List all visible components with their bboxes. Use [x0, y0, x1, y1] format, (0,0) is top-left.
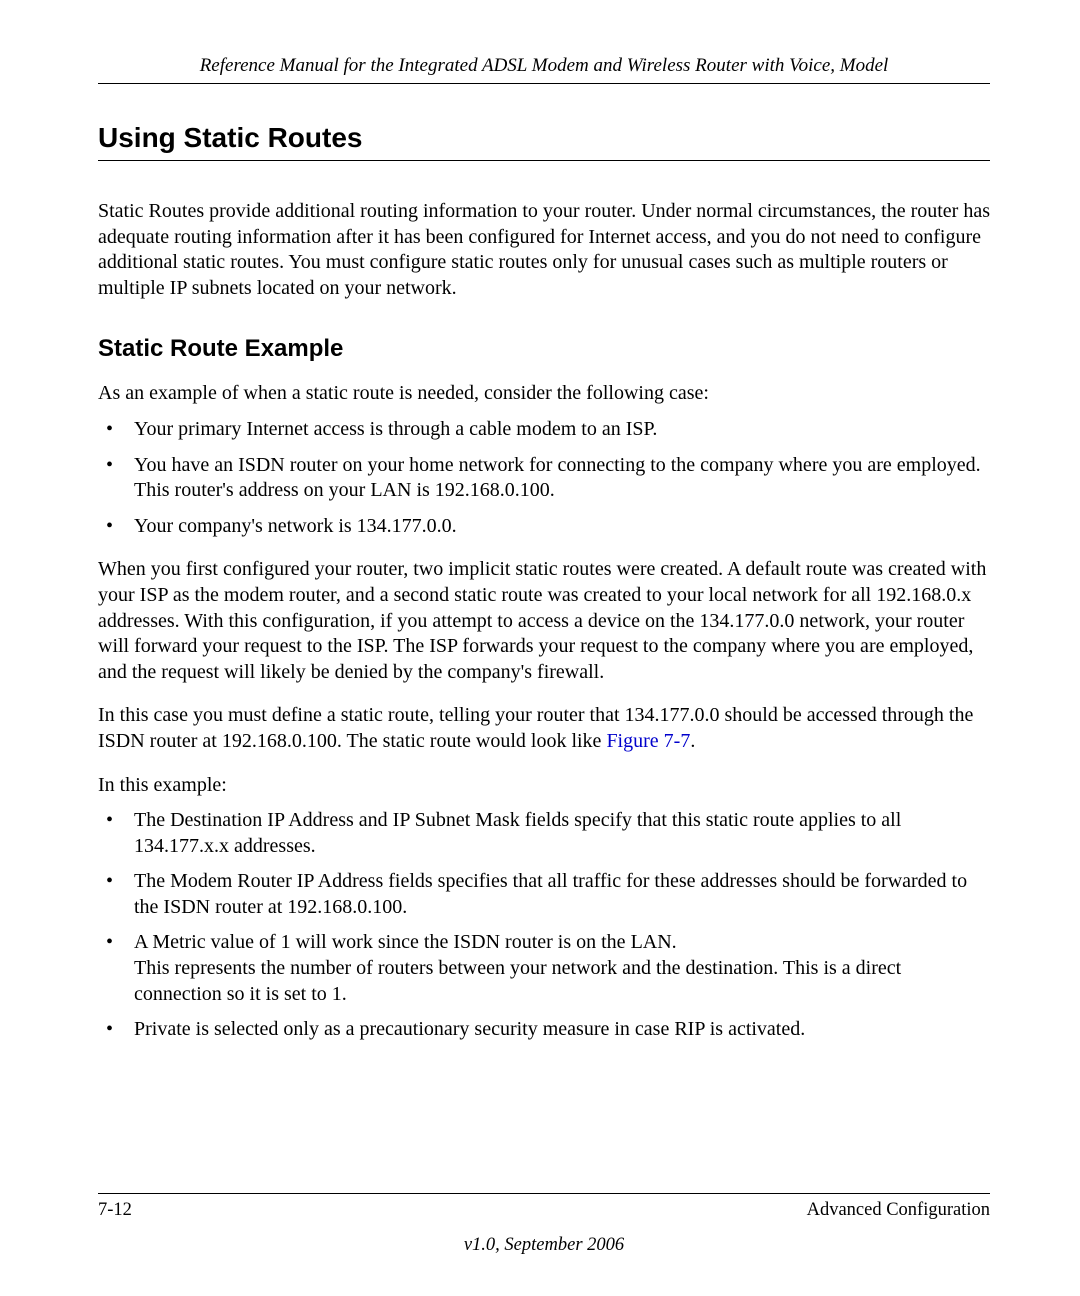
subsection-lead: As an example of when a static route is … — [98, 381, 990, 407]
list-item: Your company's network is 134.177.0.0. — [98, 514, 990, 540]
page-number: 7-12 — [98, 1200, 132, 1221]
body-paragraph-figref: In this case you must define a static ro… — [98, 703, 990, 754]
bullet-list-2: The Destination IP Address and IP Subnet… — [98, 808, 990, 1043]
page-footer: 7-12 Advanced Configuration v1.0, Septem… — [98, 1193, 990, 1256]
section-title: Using Static Routes — [98, 122, 990, 161]
list-item: You have an ISDN router on your home net… — [98, 453, 990, 504]
section-intro: Static Routes provide additional routing… — [98, 199, 990, 301]
subsection-title: Static Route Example — [98, 335, 990, 363]
running-header: Reference Manual for the Integrated ADSL… — [98, 55, 990, 84]
chapter-name: Advanced Configuration — [807, 1200, 990, 1221]
para3-pre: In this case you must define a static ro… — [98, 704, 973, 752]
list-item: Your primary Internet access is through … — [98, 417, 990, 443]
list-item: The Modem Router IP Address fields speci… — [98, 869, 990, 920]
list-item: The Destination IP Address and IP Subnet… — [98, 808, 990, 859]
body-paragraph: When you first configured your router, t… — [98, 557, 990, 685]
list-item: A Metric value of 1 will work since the … — [98, 930, 990, 1007]
figure-link[interactable]: Figure 7-7 — [606, 730, 690, 752]
bullet-list-1: Your primary Internet access is through … — [98, 417, 990, 539]
footer-rule — [98, 1193, 990, 1194]
body-paragraph: In this example: — [98, 773, 990, 799]
footer-version: v1.0, September 2006 — [98, 1235, 990, 1256]
document-page: Reference Manual for the Integrated ADSL… — [0, 0, 1080, 1296]
list-item: Private is selected only as a precaution… — [98, 1017, 990, 1043]
footer-row: 7-12 Advanced Configuration — [98, 1200, 990, 1221]
para3-post: . — [690, 730, 695, 752]
